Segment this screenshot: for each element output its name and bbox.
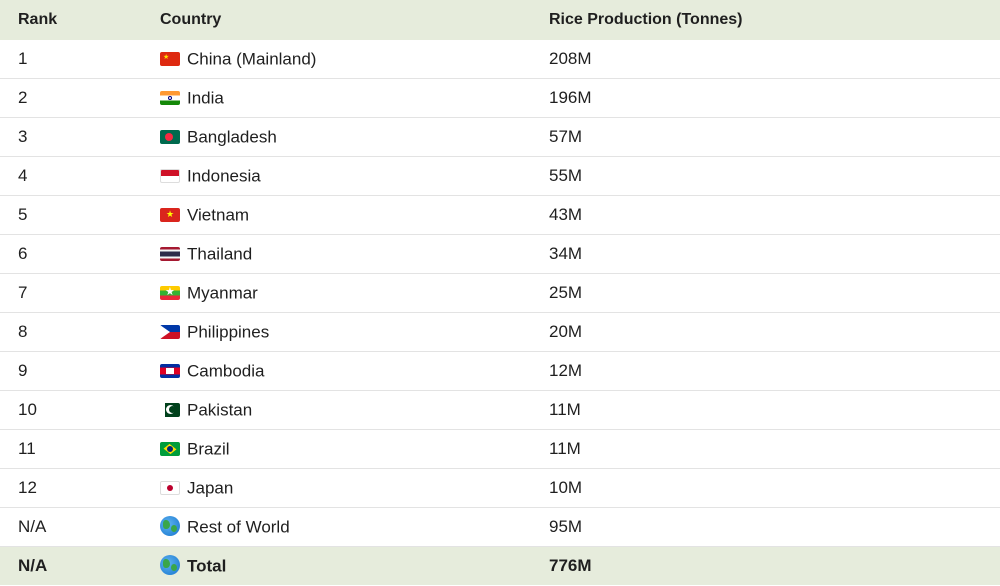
china-flag-icon: ★: [160, 51, 180, 66]
table-row: 2 India 196M: [0, 79, 1000, 118]
country-cell: Rest of World: [142, 508, 531, 547]
rank-cell: 1: [18, 49, 28, 68]
rank-column-header[interactable]: Rank: [18, 11, 58, 28]
country-column-header[interactable]: Country: [160, 11, 222, 28]
country-cell: Bangladesh: [142, 118, 531, 157]
rank-cell: 5: [18, 205, 28, 224]
rank-cell: 11: [18, 439, 36, 458]
myanmar-flag-icon: ★: [160, 285, 180, 300]
production-cell: 34M: [549, 244, 583, 263]
table-row: 12 Japan 10M: [0, 469, 1000, 508]
country-name: China (Mainland): [187, 49, 317, 69]
country-cell: ★ Vietnam: [142, 196, 531, 235]
table-row: N/A Rest of World 95M: [0, 508, 1000, 547]
country-name: Brazil: [187, 439, 230, 459]
production-cell: 208M: [549, 49, 592, 68]
globe-icon: [160, 516, 180, 537]
country-name: Japan: [187, 478, 234, 498]
production-cell: 95M: [549, 517, 583, 536]
country-name: Myanmar: [187, 283, 258, 303]
country-name: Indonesia: [187, 166, 261, 186]
country-name: Rest of World: [187, 517, 290, 537]
production-cell: 11M: [549, 400, 581, 419]
thailand-flag-icon: [160, 246, 180, 261]
brazil-flag-icon: [160, 441, 180, 456]
rank-cell: 7: [18, 283, 28, 302]
rank-cell: N/A: [18, 517, 47, 536]
table-row: 1 ★ China (Mainland) 208M: [0, 40, 1000, 79]
rank-cell: 3: [18, 127, 28, 146]
table-row: 6 Thailand 34M: [0, 235, 1000, 274]
cambodia-flag-icon: [160, 363, 180, 378]
country-name: Thailand: [187, 244, 253, 264]
production-cell: 11M: [549, 439, 581, 458]
country-cell: India: [142, 79, 531, 118]
table-row: 9 Cambodia 12M: [0, 352, 1000, 391]
table-row: 7 ★ Myanmar 25M: [0, 274, 1000, 313]
rank-cell: 8: [18, 322, 28, 341]
table-row: 11 Brazil 11M: [0, 430, 1000, 469]
rank-cell: 2: [18, 88, 28, 107]
rank-cell: 6: [18, 244, 28, 263]
rank-cell: 10: [18, 400, 37, 419]
rank-cell: 12: [18, 478, 37, 497]
india-flag-icon: [160, 90, 180, 105]
production-cell: 55M: [549, 166, 583, 185]
country-cell: Indonesia: [142, 157, 531, 196]
production-column-header[interactable]: Rice Production (Tonnes): [549, 11, 743, 28]
country-cell: Cambodia: [142, 352, 531, 391]
total-row: N/A Total 776M: [0, 546, 1000, 586]
globe-icon: [160, 555, 180, 576]
production-cell: 43M: [549, 205, 583, 224]
country-name: Bangladesh: [187, 127, 277, 147]
country-name: Vietnam: [187, 205, 250, 225]
production-cell: 12M: [549, 361, 583, 380]
philippines-flag-icon: [160, 324, 180, 339]
table-row: 5 ★ Vietnam 43M: [0, 196, 1000, 235]
country-name: Pakistan: [187, 400, 253, 420]
production-cell: 57M: [549, 127, 583, 146]
country-name: Cambodia: [187, 361, 265, 381]
total-production-cell: 776M: [549, 556, 592, 575]
bangladesh-flag-icon: [160, 129, 180, 144]
table-row: 3 Bangladesh 57M: [0, 118, 1000, 157]
total-country-cell: Total: [142, 547, 531, 586]
production-cell: 25M: [549, 283, 583, 302]
country-name: India: [187, 88, 224, 108]
total-rank-cell: N/A: [18, 556, 48, 575]
table-row: 8 Philippines 20M: [0, 313, 1000, 352]
rank-cell: 4: [18, 166, 28, 185]
indonesia-flag-icon: [160, 168, 180, 183]
production-cell: 10M: [549, 478, 583, 497]
country-cell: Japan: [142, 469, 531, 508]
country-cell: ★ Myanmar: [142, 274, 531, 313]
total-label: Total: [187, 556, 227, 576]
country-cell: Brazil: [142, 430, 531, 469]
production-cell: 20M: [549, 322, 583, 341]
country-cell: Philippines: [142, 313, 531, 352]
japan-flag-icon: [160, 480, 180, 495]
rank-cell: 9: [18, 361, 28, 380]
table-row: 4 Indonesia 55M: [0, 157, 1000, 196]
country-cell: Pakistan: [142, 391, 531, 430]
country-name: Philippines: [187, 322, 270, 342]
country-cell: Thailand: [142, 235, 531, 274]
vietnam-flag-icon: ★: [160, 207, 180, 222]
country-cell: ★ China (Mainland): [142, 40, 531, 79]
production-cell: 196M: [549, 88, 592, 107]
table-row: 10 Pakistan 11M: [0, 391, 1000, 430]
table-header-row: Rank Country Rice Production (Tonnes): [0, 0, 1000, 40]
pakistan-flag-icon: [160, 402, 180, 417]
